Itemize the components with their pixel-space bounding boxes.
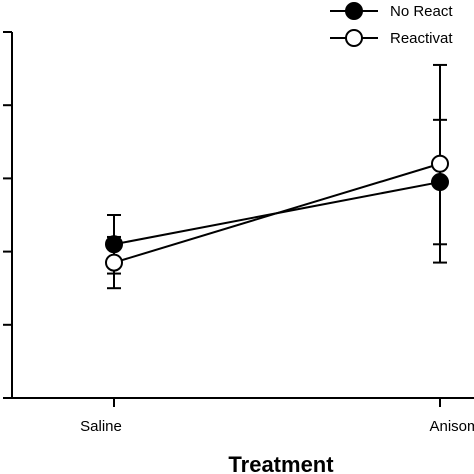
y-axis <box>3 31 13 399</box>
series-layer <box>105 63 449 290</box>
legend-label: Reactivat <box>390 30 453 47</box>
data-point <box>105 253 123 272</box>
series-1 <box>105 118 449 275</box>
legend: No React Reactivat <box>330 2 453 47</box>
data-point <box>431 154 449 173</box>
legend-item: Reactivat <box>330 29 453 47</box>
x-tick-label: Anisomyc <box>429 418 474 435</box>
series-2 <box>105 63 449 290</box>
series-line <box>113 162 441 264</box>
x-tick-label: Saline <box>80 418 122 435</box>
x-axis-title: Treatment <box>228 452 334 474</box>
x-axis: Saline Anisomyc <box>12 397 474 435</box>
legend-marker <box>345 29 363 47</box>
legend-item: No React <box>330 2 453 20</box>
legend-label: No React <box>390 3 453 20</box>
legend-marker <box>345 2 363 20</box>
